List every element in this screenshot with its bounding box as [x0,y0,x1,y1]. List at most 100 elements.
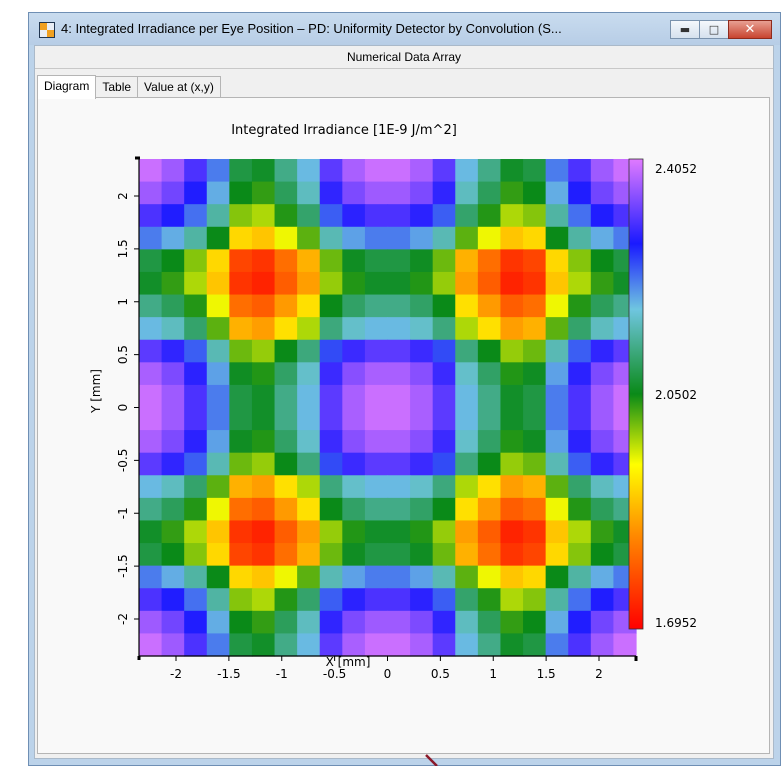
heatmap-cell [229,430,253,454]
heatmap-cell [161,294,185,318]
heatmap-cell [342,339,366,363]
heatmap-cell [319,520,343,544]
title-bar[interactable]: 4: Integrated Irradiance per Eye Positio… [29,13,780,45]
heatmap-cell [161,159,185,183]
heatmap-cell [455,226,479,250]
maximize-button[interactable]: □ [699,20,729,39]
heatmap-cell [342,565,366,589]
heatmap-cell [410,317,434,341]
heatmap-chart[interactable]: Integrated Irradiance [1E-9 J/m^2] -2 -1.… [38,98,778,748]
tab-value-at-xy[interactable]: Value at (x,y) [137,76,221,98]
heatmap-cell [477,271,502,296]
heatmap-cell [455,181,479,205]
heatmap-cell [297,565,321,589]
tab-table[interactable]: Table [95,76,139,98]
tab-diagram[interactable]: Diagram [37,75,97,99]
heatmap-cell [251,294,276,318]
heatmap-cell [319,430,343,454]
heatmap-cell [590,271,615,296]
heatmap-cell [206,204,230,228]
heatmap-cell [432,452,456,476]
heatmap-cell [590,520,615,544]
heatmap-cell [184,565,208,589]
heatmap-cell [523,475,547,499]
heatmap-cell [206,362,230,386]
heatmap-cell [432,204,456,228]
heatmap-cell [364,271,389,296]
heatmap-cell [229,226,253,250]
heatmap-cell [568,159,592,183]
heatmap-cell [139,633,163,657]
heatmap-cell [319,339,343,363]
heatmap-cell [342,384,366,409]
heatmap-cell [297,588,321,612]
heatmap-cell [545,181,569,205]
heatmap-cell [297,249,321,273]
heatmap-cell [455,204,479,228]
heatmap-cell [319,181,343,205]
heatmap-cell [274,610,298,635]
heatmap-cell [523,565,547,589]
heatmap-cell [387,633,411,657]
heatmap-cell [477,475,502,499]
heatmap-cell [251,452,276,476]
heatmap-cell [161,610,185,635]
heatmap-cell [477,249,502,273]
heatmap-cell [477,633,502,657]
heatmap-cell [432,249,456,273]
heatmap-cell [364,294,389,318]
x-tick-label: -1 [276,667,288,681]
heatmap-cell [432,407,456,431]
x-tick-label: -1.5 [217,667,240,681]
heatmap-cell [342,294,366,318]
heatmap-cell [568,271,592,296]
heatmap-cell [297,543,321,567]
heatmap-cell [455,317,479,341]
heatmap-cell [477,362,502,386]
heatmap-cell [545,294,569,318]
maximize-icon: □ [708,23,720,36]
heatmap-cell [568,407,592,431]
heatmap-cell [251,543,276,567]
heatmap-cell [477,565,502,589]
heatmap-cell [297,384,321,409]
heatmap-cell [523,633,547,657]
heatmap-cell [523,497,547,522]
heatmap-cell [590,430,615,454]
heatmap-cell [432,181,456,205]
heatmap-cell [184,520,208,544]
close-button[interactable]: ✕ [728,20,772,39]
minimize-button[interactable]: ▬ [670,20,700,39]
heatmap-cell [274,497,298,522]
heatmap-cell [184,610,208,635]
heatmap-cell [387,475,411,499]
y-tick-label: 0 [116,404,130,412]
heatmap-cell [229,452,253,476]
heatmap-cell [364,384,389,409]
heatmap-cell [206,543,230,567]
heatmap-cell [184,588,208,612]
heatmap-cell [410,384,434,409]
heatmap-cell [206,452,230,476]
heatmap-cell [161,430,185,454]
heatmap-cell [161,633,185,657]
heatmap-cell [184,294,208,318]
heatmap-cell [455,339,479,363]
heatmap-cell [545,588,569,612]
heatmap-cell [568,317,592,341]
heatmap-cell [523,204,547,228]
heatmap-cell [342,249,366,273]
heatmap-cell [568,181,592,205]
heatmap-cell [477,181,502,205]
heatmap-cell [251,159,276,183]
heatmap-cell [545,317,569,341]
heatmap-cell [342,181,366,205]
heatmap-cell [523,610,547,635]
heatmap-cell [432,610,456,635]
heatmap-cell [161,497,185,522]
heatmap-cell [274,362,298,386]
heatmap-cell [477,407,502,431]
heatmap-cell [455,249,479,273]
heatmap-cell [590,249,615,273]
heatmap-cell [455,588,479,612]
